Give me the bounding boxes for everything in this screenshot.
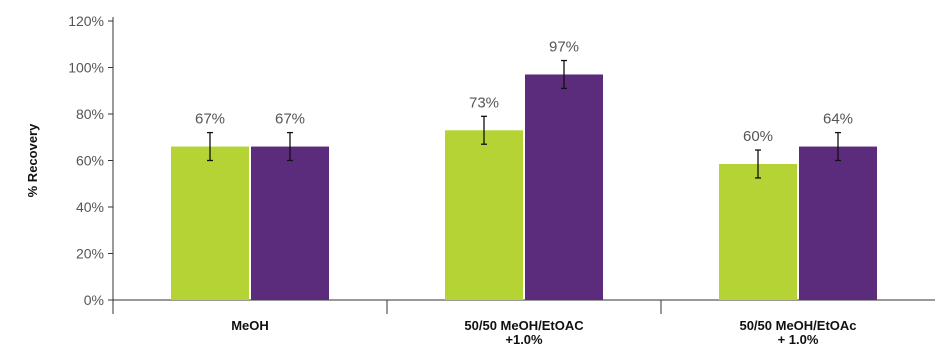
data-label: 97%	[549, 39, 579, 56]
x-category-label: 50/50 MeOH/EtOAc	[739, 318, 856, 333]
data-label: 64%	[823, 111, 853, 128]
data-label: 73%	[469, 94, 499, 111]
x-category-label: +1.0%	[505, 332, 543, 347]
y-tick-label: 100%	[68, 60, 104, 76]
y-tick-label: 40%	[76, 199, 104, 215]
bar	[525, 74, 603, 300]
y-tick-label: 60%	[76, 153, 104, 169]
bar	[719, 163, 797, 300]
y-tick-label: 80%	[76, 106, 104, 122]
x-category-label: 50/50 MeOH/EtOAC	[464, 318, 584, 333]
data-label: 60%	[743, 128, 773, 145]
bar	[251, 146, 329, 300]
x-category-label: MeOH	[231, 318, 269, 333]
bar	[171, 146, 249, 300]
bars	[171, 59, 877, 300]
x-category-label: + 1.0%	[778, 332, 819, 347]
axes: 0% 20% 40% 60% 80% 100% 120% % Recovery	[25, 13, 935, 314]
data-label: 67%	[195, 111, 225, 128]
y-axis-title: % Recovery	[25, 123, 40, 197]
y-tick-label: 20%	[76, 246, 104, 262]
bar	[445, 130, 523, 300]
y-tick-label: 0%	[84, 292, 104, 308]
bar	[799, 146, 877, 300]
labels: 67% 67% MeOH 73% 97% 50/50 MeOH/EtOAC+1.0% 60%…	[195, 39, 857, 347]
data-label: 67%	[275, 111, 305, 128]
y-tick-label: 120%	[68, 13, 104, 29]
